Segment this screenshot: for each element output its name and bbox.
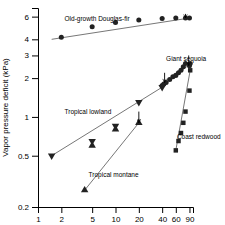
y-tick: 4: [25, 35, 38, 44]
y-tick-mark: [32, 55, 38, 56]
y-tick-label: 2: [25, 74, 30, 83]
point: [88, 141, 95, 147]
y-tick-mark: [32, 78, 38, 79]
y-tick-mark: [32, 207, 38, 208]
point: [135, 100, 142, 106]
arrow: [164, 73, 165, 83]
plot: 1 2 5 10 20 40 60 90 0.2 0.5 1 2 3 4 6 Vapor pressure d…: [1, 9, 221, 224]
x-tick: 90: [186, 207, 195, 224]
y-tick-mark: [32, 39, 38, 40]
point-series: [81, 119, 143, 193]
series-label: Tropical montane: [89, 171, 139, 179]
x-tick: 40: [158, 207, 167, 224]
x-tick-label: 10: [112, 215, 121, 224]
point: [158, 85, 165, 91]
y-tick-mark: [32, 156, 38, 157]
x-tick-label: 90: [186, 215, 195, 224]
x-tick-label: 40: [158, 215, 167, 224]
y-tick: 0.2: [18, 203, 38, 212]
point: [181, 121, 185, 125]
point: [187, 16, 192, 21]
x-tick: 60: [172, 207, 181, 224]
point: [136, 17, 141, 22]
x-tick-mark: [116, 207, 117, 213]
x-tick-label: 60: [172, 215, 181, 224]
y-tick: 1: [25, 113, 38, 122]
fit-line: [162, 65, 189, 86]
x-tick-mark: [176, 207, 177, 213]
point: [90, 24, 95, 29]
arrow: [138, 112, 139, 123]
x-axis: 1 2 5 10 20 40 60 90: [36, 207, 195, 224]
y-tick-label: 0.2: [18, 203, 30, 212]
point-series: [59, 16, 192, 40]
fit-line: [52, 87, 163, 155]
y-tick-label: 6: [25, 13, 30, 22]
y-tick-label: 3: [25, 51, 30, 60]
point: [81, 186, 88, 192]
x-tick-mark: [162, 207, 163, 213]
x-tick: 2: [60, 207, 65, 224]
x-tick: 20: [135, 207, 144, 224]
point-series: [48, 85, 166, 160]
series-label: Giant sequoia: [166, 55, 206, 63]
y-tick: 6: [25, 13, 38, 22]
x-tick-mark: [189, 207, 190, 213]
point: [173, 16, 178, 21]
y-tick-mark: [32, 117, 38, 118]
arrow: [185, 14, 186, 18]
point: [174, 148, 178, 152]
point: [188, 68, 192, 72]
point-series: [174, 68, 193, 153]
x-tick: 5: [90, 207, 95, 224]
chart: 1 2 5 10 20 40 60 90 0.2 0.5 1 2 3 4 6 Vapor pressure d…: [0, 0, 225, 225]
y-tick-label: 4: [25, 35, 30, 44]
x-tick-label: 2: [60, 215, 65, 224]
y-tick: 3: [25, 51, 38, 60]
point: [59, 35, 64, 40]
y-tick-mark: [32, 17, 38, 18]
series-label: Old-growth Douglas-fir: [65, 15, 131, 23]
x-tick-mark: [92, 207, 93, 213]
x-axis-line: [39, 208, 194, 214]
y-tick-label: 0.5: [18, 152, 30, 161]
marks: [48, 14, 193, 192]
fit-line: [85, 123, 139, 190]
point-series: [160, 61, 193, 88]
series-label: Coast redwood: [177, 133, 221, 140]
x-tick-mark: [139, 207, 140, 213]
y-tick: 2: [25, 74, 38, 83]
point: [48, 154, 55, 160]
y-tick: 0.5: [18, 152, 38, 161]
y-axis-title: Vapor pressure deficit (kPa): [1, 58, 10, 157]
x-tick-label: 5: [90, 215, 95, 224]
y-axis-line: [32, 9, 39, 208]
y-tick-label: 1: [25, 113, 30, 122]
point: [187, 88, 191, 92]
annotations: Old-growth Douglas-fir Giant sequoia Tropi…: [65, 15, 221, 179]
point: [183, 109, 187, 113]
x-tick-label: 1: [36, 215, 41, 224]
x-tick: 10: [112, 207, 121, 224]
y-axis: 0.2 0.5 1 2 3 4 6: [18, 9, 39, 213]
x-tick-label: 20: [135, 215, 144, 224]
x-tick-mark: [61, 207, 62, 213]
series-label: Tropical lowland: [65, 108, 112, 116]
point: [112, 125, 119, 131]
point: [160, 16, 165, 21]
x-tick: 1: [36, 207, 41, 224]
